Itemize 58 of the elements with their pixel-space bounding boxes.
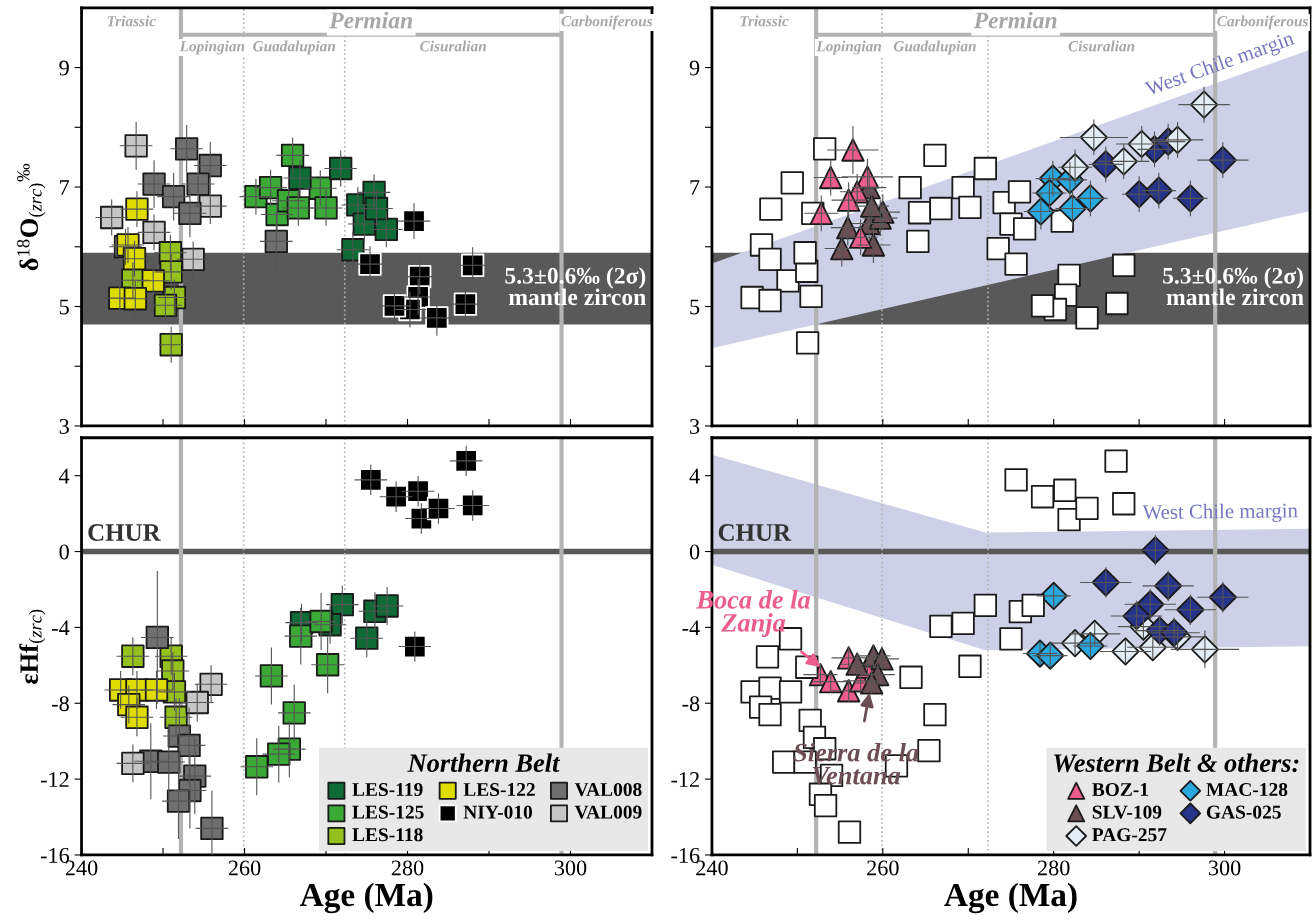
band-label: 5.3±0.6‰ (2σ) mantle zircon [1163, 267, 1304, 306]
y-tick-label: 0 [59, 544, 69, 560]
legend-title: Western Belt & others: [1054, 753, 1299, 773]
y-tick-label: 7 [690, 180, 700, 195]
legend-label: GAS-025 [1206, 805, 1281, 819]
annotation: Permian [329, 11, 413, 29]
y-tick-label: 7 [60, 180, 70, 195]
legend-label: VAL008 [574, 782, 642, 797]
ref-line-label: CHUR [718, 524, 792, 541]
y-tick-label: 0 [689, 544, 700, 560]
legend-label: NIY-010 [463, 805, 533, 819]
legend-label: BOZ-1 [1092, 783, 1149, 797]
band-label: 5.3±0.6‰ (2σ) mantle zircon [505, 267, 646, 306]
legend-label: LES-119 [352, 783, 423, 797]
annotation: Cisuralian [1068, 40, 1135, 52]
legend-label: PAG-257 [1092, 828, 1167, 842]
y-tick-label: -4 [52, 620, 70, 636]
annotation: Carboniferous [561, 15, 653, 30]
annotation: Guadalupian [893, 40, 976, 55]
y-tick-label: 5 [59, 299, 69, 315]
x-tick-label: 260 [867, 860, 899, 876]
annotation: Permian [973, 11, 1057, 29]
y-tick-label: -12 [671, 772, 699, 787]
y-tick-label: 5 [690, 299, 700, 315]
x-tick-label: 280 [1038, 860, 1070, 876]
annotation: Carboniferous [1217, 15, 1308, 30]
annotation: West Chile margin [1143, 30, 1297, 101]
legend-label: VAL009 [574, 805, 642, 819]
y-tick-label: -8 [52, 696, 69, 712]
legend-label: SLV-109 [1092, 805, 1162, 819]
x-tick-label: 300 [554, 860, 587, 876]
legend-label: MAC-128 [1206, 782, 1288, 797]
y-tick-label: 3 [690, 418, 700, 434]
x-tick-label: 260 [228, 860, 261, 876]
annotation: Lopingian [179, 40, 245, 55]
annotation: Guadalupian [253, 40, 336, 55]
y-tick-label: 4 [59, 468, 70, 484]
y-tick-label: 9 [59, 60, 69, 76]
x-tick-label: 280 [391, 860, 424, 876]
ref-line-label: CHUR [88, 524, 161, 541]
y-tick-label: 9 [689, 60, 700, 76]
annotation: Cisuralian [420, 40, 486, 52]
x-axis-title: Age (Ma) [299, 882, 433, 914]
y-tick-label: 4 [689, 468, 700, 484]
legend-label: LES-122 [463, 783, 535, 797]
annotation: Lopingian [816, 40, 882, 55]
x-tick-label: 300 [1208, 860, 1241, 876]
legend-label: LES-125 [352, 805, 424, 819]
legend-title: Northern Belt [407, 753, 561, 773]
legend-label: LES-118 [352, 828, 423, 842]
y-axis-title: δ$^{18}$O$_{(zrc)}$$^{‰}$ [17, 163, 46, 271]
y-tick-label: -12 [40, 772, 69, 787]
y-axis-title: εHf$_{(zrc)}$ [19, 609, 46, 684]
x-axis-title: Age (Ma) [944, 882, 1077, 914]
y-tick-label: 3 [59, 418, 69, 434]
annotation: Triassic [107, 15, 156, 27]
annotation: Triassic [740, 15, 789, 27]
y-tick-label: -8 [682, 696, 700, 712]
